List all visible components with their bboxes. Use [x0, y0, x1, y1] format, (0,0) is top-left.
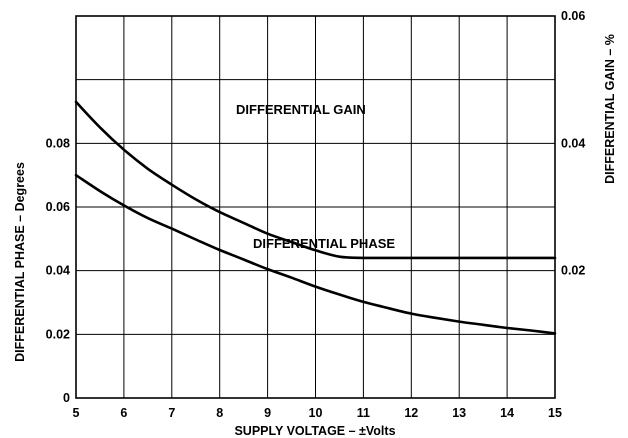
- x-tick-labels: 5 6 7 8 9 10 11 12 13 14 15: [73, 406, 562, 420]
- series-line-differential-phase: [74, 173, 557, 335]
- y2-tick-label: 0.06: [561, 9, 585, 23]
- x-tick-label: 5: [73, 406, 80, 420]
- y2-tick-labels: 0.02 0.04 0.06: [561, 9, 585, 278]
- grid: [75, 16, 556, 398]
- y-axis-label: DIFFERENTIAL PHASE – Degrees: [13, 162, 27, 362]
- x-tick-label: 13: [452, 406, 466, 420]
- x-tick-label: 8: [216, 406, 223, 420]
- series-label-differential-phase: DIFFERENTIAL PHASE: [253, 236, 395, 251]
- y2-axis-label: DIFFERENTIAL GAIN – %: [603, 34, 617, 184]
- y-tick-label: 0.04: [46, 264, 70, 278]
- y2-tick-label: 0.02: [561, 264, 585, 278]
- y-tick-label: 0.06: [46, 200, 70, 214]
- x-tick-label: 12: [404, 406, 418, 420]
- x-tick-label: 14: [500, 406, 514, 420]
- series-line-differential-gain: [74, 100, 557, 260]
- x-tick-label: 10: [309, 406, 323, 420]
- x-axis-label: SUPPLY VOLTAGE – ±Volts: [234, 424, 395, 438]
- plot-frame: [75, 15, 556, 399]
- y-tick-label: 0: [63, 391, 70, 405]
- y-tick-label: 0.08: [46, 136, 70, 150]
- y2-tick-label: 0.04: [561, 136, 585, 150]
- x-tick-label: 7: [168, 406, 175, 420]
- x-tick-label: 6: [120, 406, 127, 420]
- x-tick-label: 15: [548, 406, 562, 420]
- x-tick-label: 9: [264, 406, 271, 420]
- y-tick-label: 0.02: [46, 327, 70, 341]
- x-tick-label: 11: [357, 406, 370, 420]
- y-tick-labels: 0 0.02 0.04 0.06 0.08: [46, 136, 70, 405]
- curves: [74, 100, 557, 335]
- series-label-differential-gain: DIFFERENTIAL GAIN: [236, 102, 366, 117]
